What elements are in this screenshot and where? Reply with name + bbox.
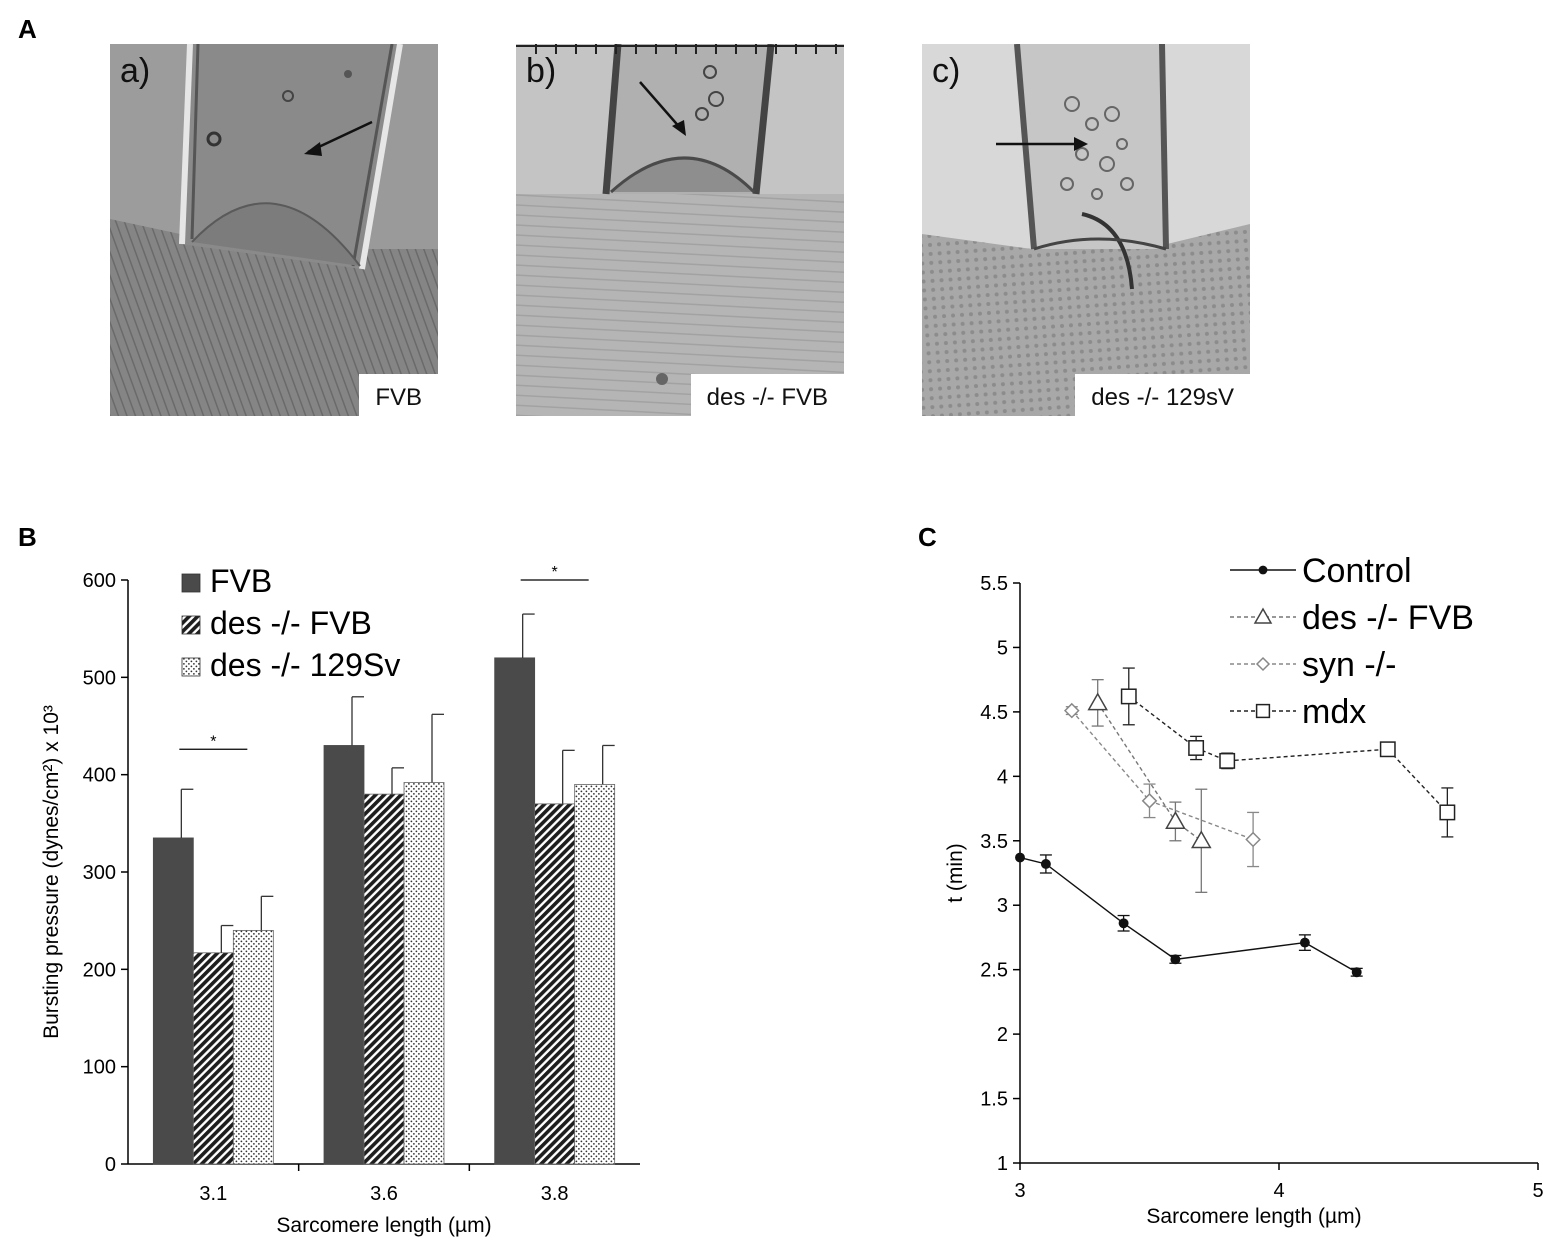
- bar: [494, 657, 536, 1165]
- legend-swatch: [181, 615, 201, 635]
- y-tick-label: 2: [997, 1024, 1008, 1046]
- significance-marker: *: [210, 733, 216, 750]
- data-point-square: [1439, 804, 1456, 821]
- bar-chart-axes: 0 100 200 300 400 500 600 3.1 3.6 3.8 Sarcomere le…: [40, 570, 640, 1237]
- data-point-circle: [1351, 967, 1362, 978]
- bar: [323, 745, 365, 1165]
- y-tick-label: 3: [997, 895, 1008, 917]
- bar: [152, 837, 194, 1165]
- data-point-square: [1379, 741, 1396, 758]
- y-tick-label: 2.5: [980, 960, 1008, 982]
- series-line: [1097, 702, 1202, 842]
- x-axis-label: Sarcomere length (µm): [276, 1214, 491, 1237]
- y-tick-label: 3.5: [980, 831, 1008, 853]
- y-tick-label: 1.5: [980, 1089, 1008, 1111]
- data-point-diamond: [1255, 656, 1271, 672]
- y-axis-label: t (min): [944, 843, 967, 903]
- x-tick-label: 4: [1273, 1180, 1284, 1202]
- legend-label: des -/- FVB: [210, 605, 372, 641]
- data-point-triangle: [1087, 692, 1108, 711]
- data-point-square: [1255, 703, 1271, 719]
- series-line: [1019, 856, 1358, 973]
- line-chart-legend: Control des -/- FVB syn -/- mdx: [1230, 552, 1474, 731]
- data-point-circle: [1170, 954, 1181, 965]
- data-point-circle: [1299, 937, 1310, 948]
- panel-letter-b: B: [18, 522, 37, 552]
- y-tick-label: 600: [83, 570, 116, 592]
- x-tick-label: 3.8: [541, 1183, 569, 1205]
- data-point-square: [1120, 688, 1137, 705]
- micrograph-fvb-image: [110, 44, 438, 416]
- micrograph-des-129sv-caption: des -/- 129sV: [1075, 374, 1250, 416]
- bar: [363, 793, 405, 1165]
- y-tick-label: 4.5: [980, 702, 1008, 724]
- data-point-triangle: [1191, 830, 1212, 849]
- y-tick-label: 100: [83, 1057, 116, 1079]
- y-tick-label: 4: [997, 766, 1008, 788]
- micrograph-fvb-caption: FVB: [359, 374, 438, 416]
- significance-marker: *: [552, 564, 558, 581]
- micrograph-des-fvb-image: [516, 44, 844, 416]
- data-point-diamond: [1141, 793, 1158, 809]
- bursting-pressure-bar-chart: 0 100 200 300 400 500 600 3.1 3.6 3.8 Sarcomere le…: [40, 563, 640, 1237]
- legend-label: syn -/-: [1302, 646, 1396, 684]
- data-point-square: [1188, 740, 1205, 756]
- data-point-circle: [1040, 859, 1051, 869]
- y-tick-label: 400: [83, 765, 116, 787]
- y-tick-label: 5.5: [980, 573, 1008, 595]
- y-tick-label: 0: [105, 1154, 116, 1176]
- bar: [574, 783, 616, 1165]
- data-point-circle: [1015, 852, 1025, 863]
- time-vs-sarcomere-line-chart: 1 1.5 2 2.5 3 3.5 4 4.5 5 5.5 3 4 5 Sarcomere length …: [944, 552, 1544, 1228]
- micrograph-des-fvb: b) des -/- FVB: [516, 44, 844, 416]
- data-point-square: [1219, 752, 1236, 769]
- bar-chart-legend: FVB des -/- FVB des -/- 129Sv: [181, 563, 400, 683]
- x-tick-label: 3.1: [199, 1183, 227, 1205]
- legend-swatch: [181, 573, 201, 593]
- bar: [403, 782, 445, 1165]
- x-tick-label: 3: [1014, 1180, 1025, 1202]
- data-point-diamond: [1245, 831, 1261, 848]
- bar: [534, 803, 576, 1165]
- data-point-circle: [1258, 565, 1268, 575]
- y-tick-label: 300: [83, 862, 116, 884]
- series-line: [1128, 695, 1448, 813]
- legend-label: FVB: [210, 563, 272, 599]
- data-point-circle: [1118, 918, 1129, 929]
- y-axis-label: Bursting pressure (dynes/cm²) x 10³: [40, 705, 63, 1039]
- y-tick-label: 1: [997, 1153, 1008, 1175]
- line-chart-series: [1015, 667, 1456, 978]
- line-chart-axes: 1 1.5 2 2.5 3 3.5 4 4.5 5 5.5 3 4 5 Sarcomere length …: [944, 573, 1544, 1228]
- x-tick-label: 5: [1532, 1180, 1543, 1202]
- data-point-triangle: [1253, 607, 1273, 624]
- bar: [192, 952, 234, 1165]
- x-tick-label: 3.6: [370, 1183, 398, 1205]
- micrograph-des-129sv-label: c): [932, 52, 961, 90]
- y-tick-label: 200: [83, 959, 116, 981]
- micrograph-fvb: a) FVB: [110, 44, 438, 416]
- panel-letter-c: C: [918, 522, 937, 552]
- x-axis-label: Sarcomere length (µm): [1146, 1205, 1361, 1228]
- micrograph-des-129sv: c) des -/- 129sV: [922, 44, 1250, 416]
- legend-swatch: [181, 657, 201, 677]
- micrograph-des-fvb-label: b): [526, 52, 557, 90]
- legend-label: mdx: [1302, 693, 1366, 731]
- data-point-triangle: [1165, 810, 1186, 829]
- micrograph-fvb-label: a): [120, 52, 151, 90]
- series-line: [1071, 710, 1254, 841]
- y-tick-label: 5: [997, 637, 1008, 659]
- panel-letter-a: A: [18, 14, 37, 44]
- data-point-diamond: [1063, 702, 1080, 719]
- micrograph-des-fvb-caption: des -/- FVB: [690, 374, 844, 416]
- legend-label: des -/- 129Sv: [210, 647, 400, 683]
- y-tick-label: 500: [83, 667, 116, 689]
- micrograph-des-129sv-image: [922, 44, 1250, 416]
- bar: [232, 929, 274, 1165]
- bar-chart-bars: **: [152, 564, 616, 1165]
- legend-label: Control: [1302, 552, 1412, 590]
- legend-label: des -/- FVB: [1302, 599, 1474, 637]
